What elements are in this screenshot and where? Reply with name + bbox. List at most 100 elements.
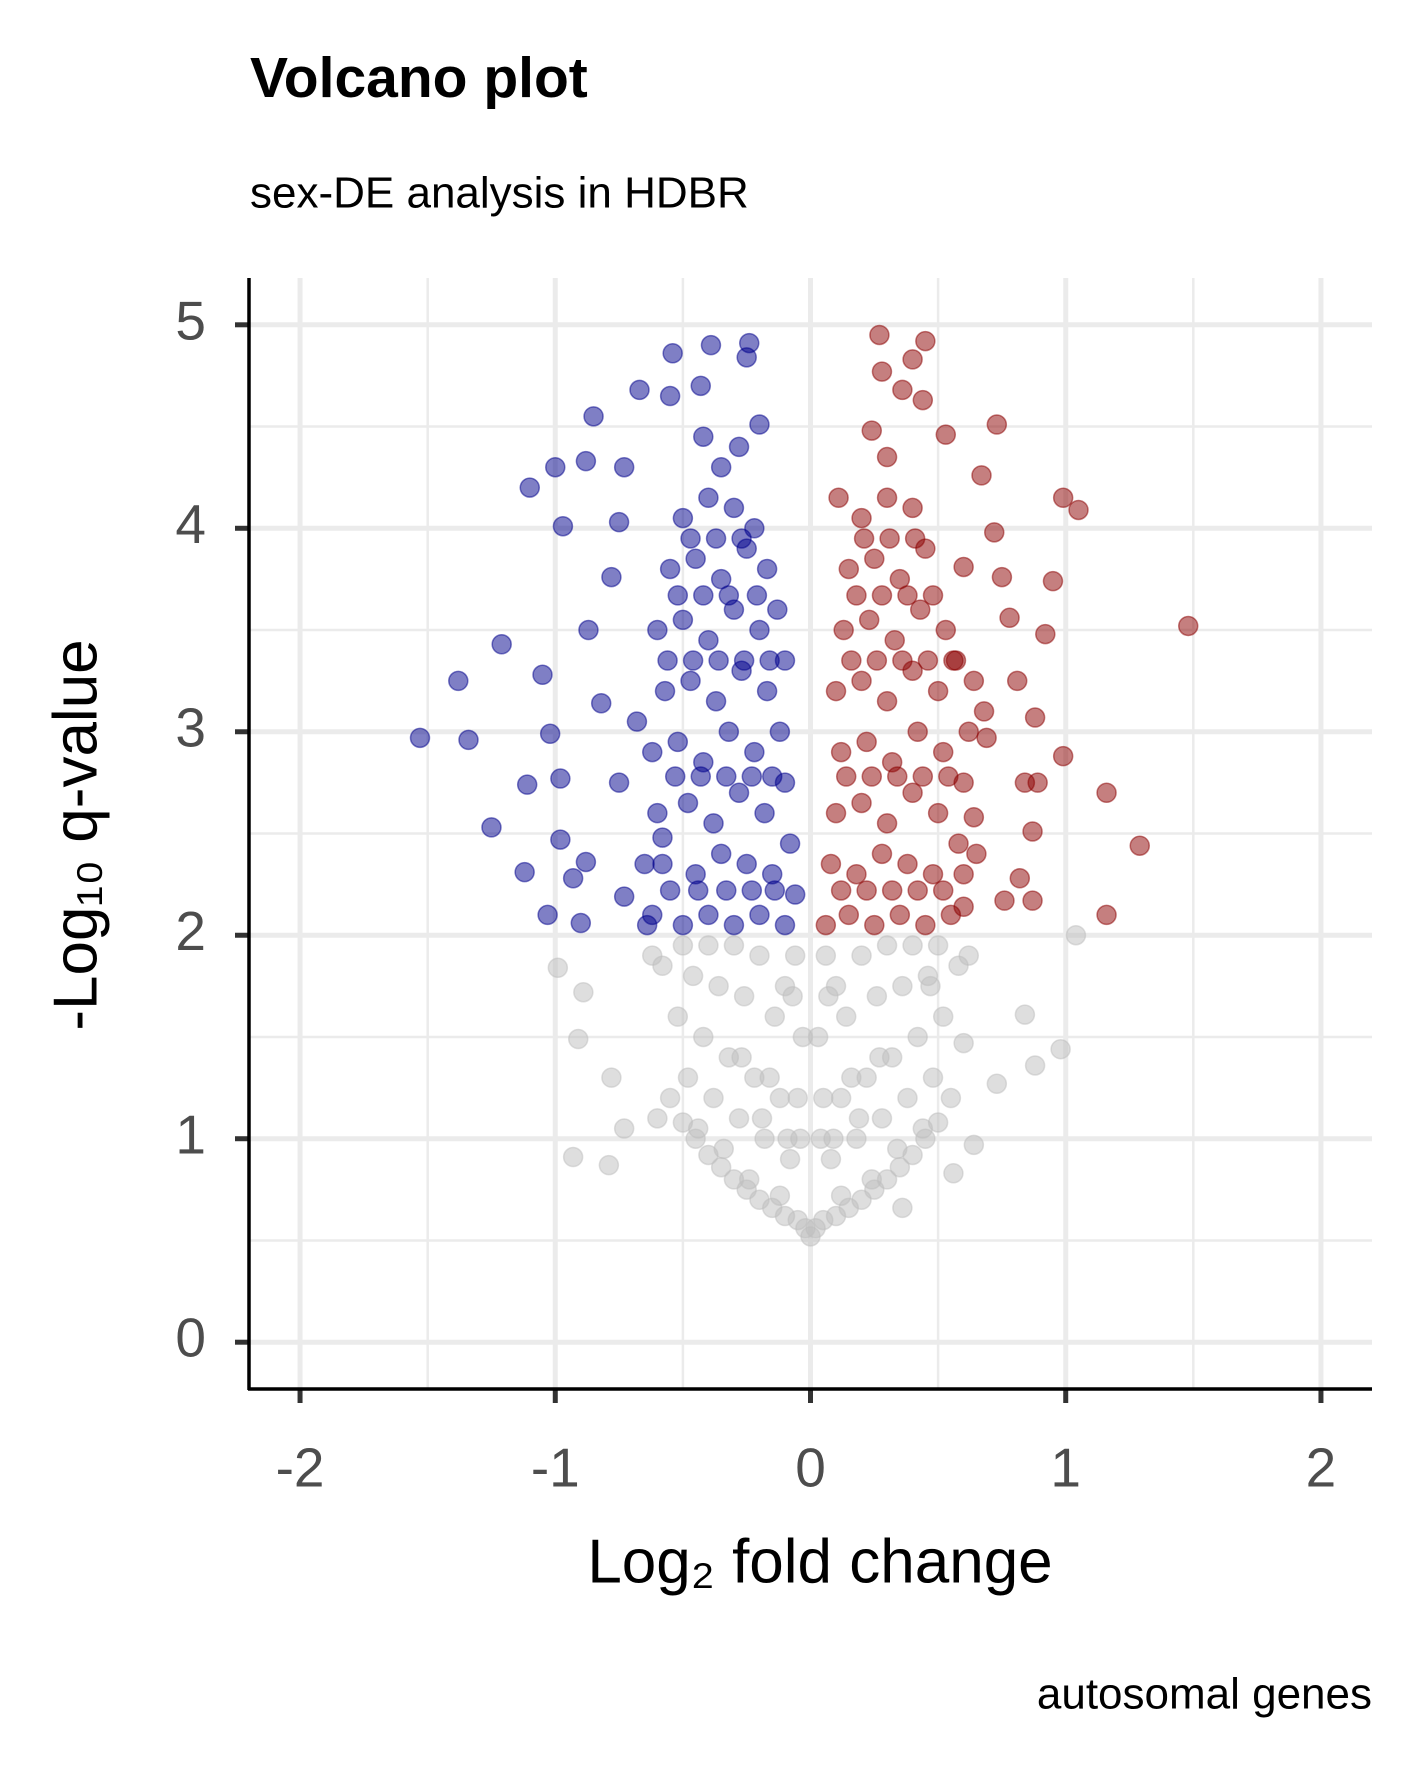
point [876, 690, 898, 712]
point [708, 650, 729, 671]
point [698, 487, 719, 509]
point [948, 833, 969, 854]
point [738, 1169, 760, 1190]
point [815, 945, 837, 966]
point [718, 585, 740, 606]
point [986, 1073, 1008, 1095]
point [940, 1087, 962, 1109]
point [841, 650, 862, 671]
point [856, 880, 877, 901]
point [1022, 821, 1043, 842]
point [652, 827, 673, 848]
point [912, 389, 934, 411]
point [613, 456, 635, 478]
point [994, 890, 1015, 911]
y-tick-label: 1 [175, 1103, 206, 1165]
point [909, 599, 931, 620]
point [851, 670, 872, 692]
point [514, 861, 535, 883]
point [667, 1006, 689, 1027]
point [700, 334, 722, 356]
point [787, 1087, 808, 1109]
point [999, 607, 1020, 629]
point [935, 424, 957, 445]
y-tick-label: 4 [175, 493, 206, 555]
point [562, 868, 584, 889]
point [835, 766, 857, 787]
point [851, 507, 872, 529]
point [1177, 615, 1199, 637]
x-tick-label: -1 [531, 1437, 580, 1499]
point [858, 609, 880, 631]
point [728, 1108, 750, 1129]
point [902, 349, 923, 370]
x-tick-label: 2 [1306, 1437, 1337, 1499]
point [779, 833, 801, 854]
point [922, 585, 944, 606]
point [887, 1138, 908, 1160]
point [723, 497, 745, 519]
point [902, 497, 923, 519]
point [562, 1146, 584, 1168]
point [705, 528, 727, 549]
point [754, 1128, 775, 1149]
point [409, 727, 431, 749]
point [733, 650, 755, 671]
point [876, 487, 898, 509]
point [629, 379, 650, 401]
point [774, 914, 796, 936]
point [1052, 487, 1074, 509]
y-axis-title: -Log₁₀ q-value [41, 639, 110, 1030]
point [966, 843, 987, 865]
point [741, 766, 763, 787]
point [940, 904, 962, 926]
point [784, 884, 806, 905]
point [672, 914, 694, 936]
point [769, 721, 791, 743]
point [687, 1118, 709, 1139]
point [1065, 924, 1087, 946]
point [550, 829, 571, 850]
point [897, 853, 918, 875]
point [953, 863, 974, 885]
point [889, 904, 911, 926]
point [912, 766, 934, 787]
point [820, 853, 842, 875]
point [693, 585, 714, 606]
point [876, 813, 898, 834]
point [973, 701, 995, 722]
point [984, 522, 1005, 543]
point [1052, 745, 1074, 767]
y-tick-label: 0 [175, 1307, 206, 1369]
point [871, 361, 893, 382]
point [917, 650, 939, 671]
point [897, 1087, 918, 1109]
point [642, 945, 663, 966]
point [938, 766, 959, 787]
point [532, 664, 553, 686]
point [705, 690, 727, 712]
point [1050, 1038, 1071, 1060]
point [784, 945, 806, 966]
point [647, 802, 668, 824]
point [756, 558, 778, 580]
point [713, 1138, 734, 1160]
point [861, 420, 883, 441]
point [846, 1128, 867, 1149]
point [731, 1047, 752, 1068]
point [935, 619, 957, 641]
point [869, 324, 890, 346]
point [756, 680, 778, 702]
point [537, 904, 558, 926]
y-tick-label: 5 [175, 289, 206, 351]
point [626, 711, 648, 732]
point [902, 782, 923, 804]
point [820, 1148, 842, 1170]
point [907, 1026, 928, 1048]
point [838, 904, 860, 926]
chart-subtitle: sex-DE analysis in HDBR [250, 169, 749, 218]
point [642, 904, 663, 926]
point [746, 585, 768, 606]
point [866, 986, 888, 1007]
